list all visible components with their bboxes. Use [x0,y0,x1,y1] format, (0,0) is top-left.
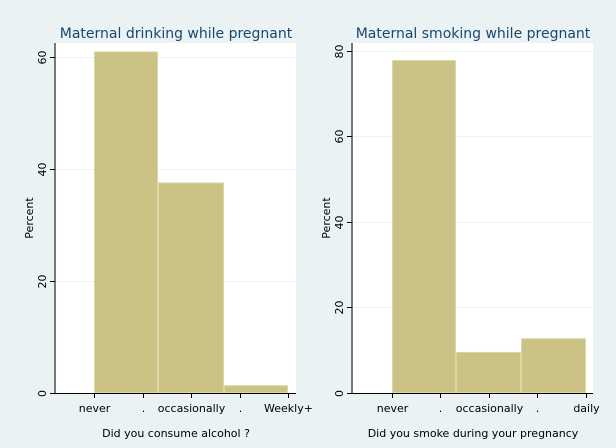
chart-title: Maternal smoking while pregnant [356,26,591,42]
x-ticks: never. occasionally. Weekly+ [79,393,313,415]
y-tick-label: 0 [36,390,49,397]
y-tick-label: 60 [36,51,49,65]
bar-occasionally [158,182,224,393]
x-tick-label: . [142,402,146,415]
x-tick-label: daily [573,402,600,415]
y-axis-title: Percent [320,197,333,239]
bars [392,60,586,394]
x-tick-label: Weekly+ [264,402,313,415]
y-tick-label: 80 [333,45,346,59]
x-tick-label: occasionally [456,402,524,415]
y-tick-label: 40 [36,163,49,177]
x-tick-label: . [239,402,243,415]
y-tick-label: 40 [333,216,346,230]
bar-daily [521,338,586,394]
y-tick-label: 20 [36,275,49,289]
x-tick-label: never [377,402,409,415]
chart-smoking: 0 20 40 60 80 never. occasionally. daily Mater… [320,26,600,440]
y-ticks: 0 20 40 60 [36,51,55,397]
x-tick-label: . [536,402,540,415]
bar-weekly [224,385,288,394]
bar-occasionally [456,351,521,393]
x-ticks: never. occasionally. daily [377,393,600,415]
y-tick-label: 60 [333,130,346,144]
x-tick-label: . [439,402,443,415]
x-axis-title: Did you consume alcohol ? [102,427,250,440]
bar-never [392,60,456,394]
y-tick-label: 0 [333,390,346,397]
bars [94,51,288,394]
y-axis-title: Percent [23,197,36,239]
chart-drinking: 0 20 40 60 never. occasionally. Weekly+ Mater… [23,26,313,440]
chart-title: Maternal drinking while pregnant [60,26,293,42]
x-axis-title: Did you smoke during your pregnancy [368,427,579,440]
x-tick-label: occasionally [158,402,226,415]
bar-never [94,51,158,394]
y-ticks: 0 20 40 60 80 [333,45,352,397]
y-tick-label: 20 [333,301,346,315]
x-tick-label: never [79,402,111,415]
